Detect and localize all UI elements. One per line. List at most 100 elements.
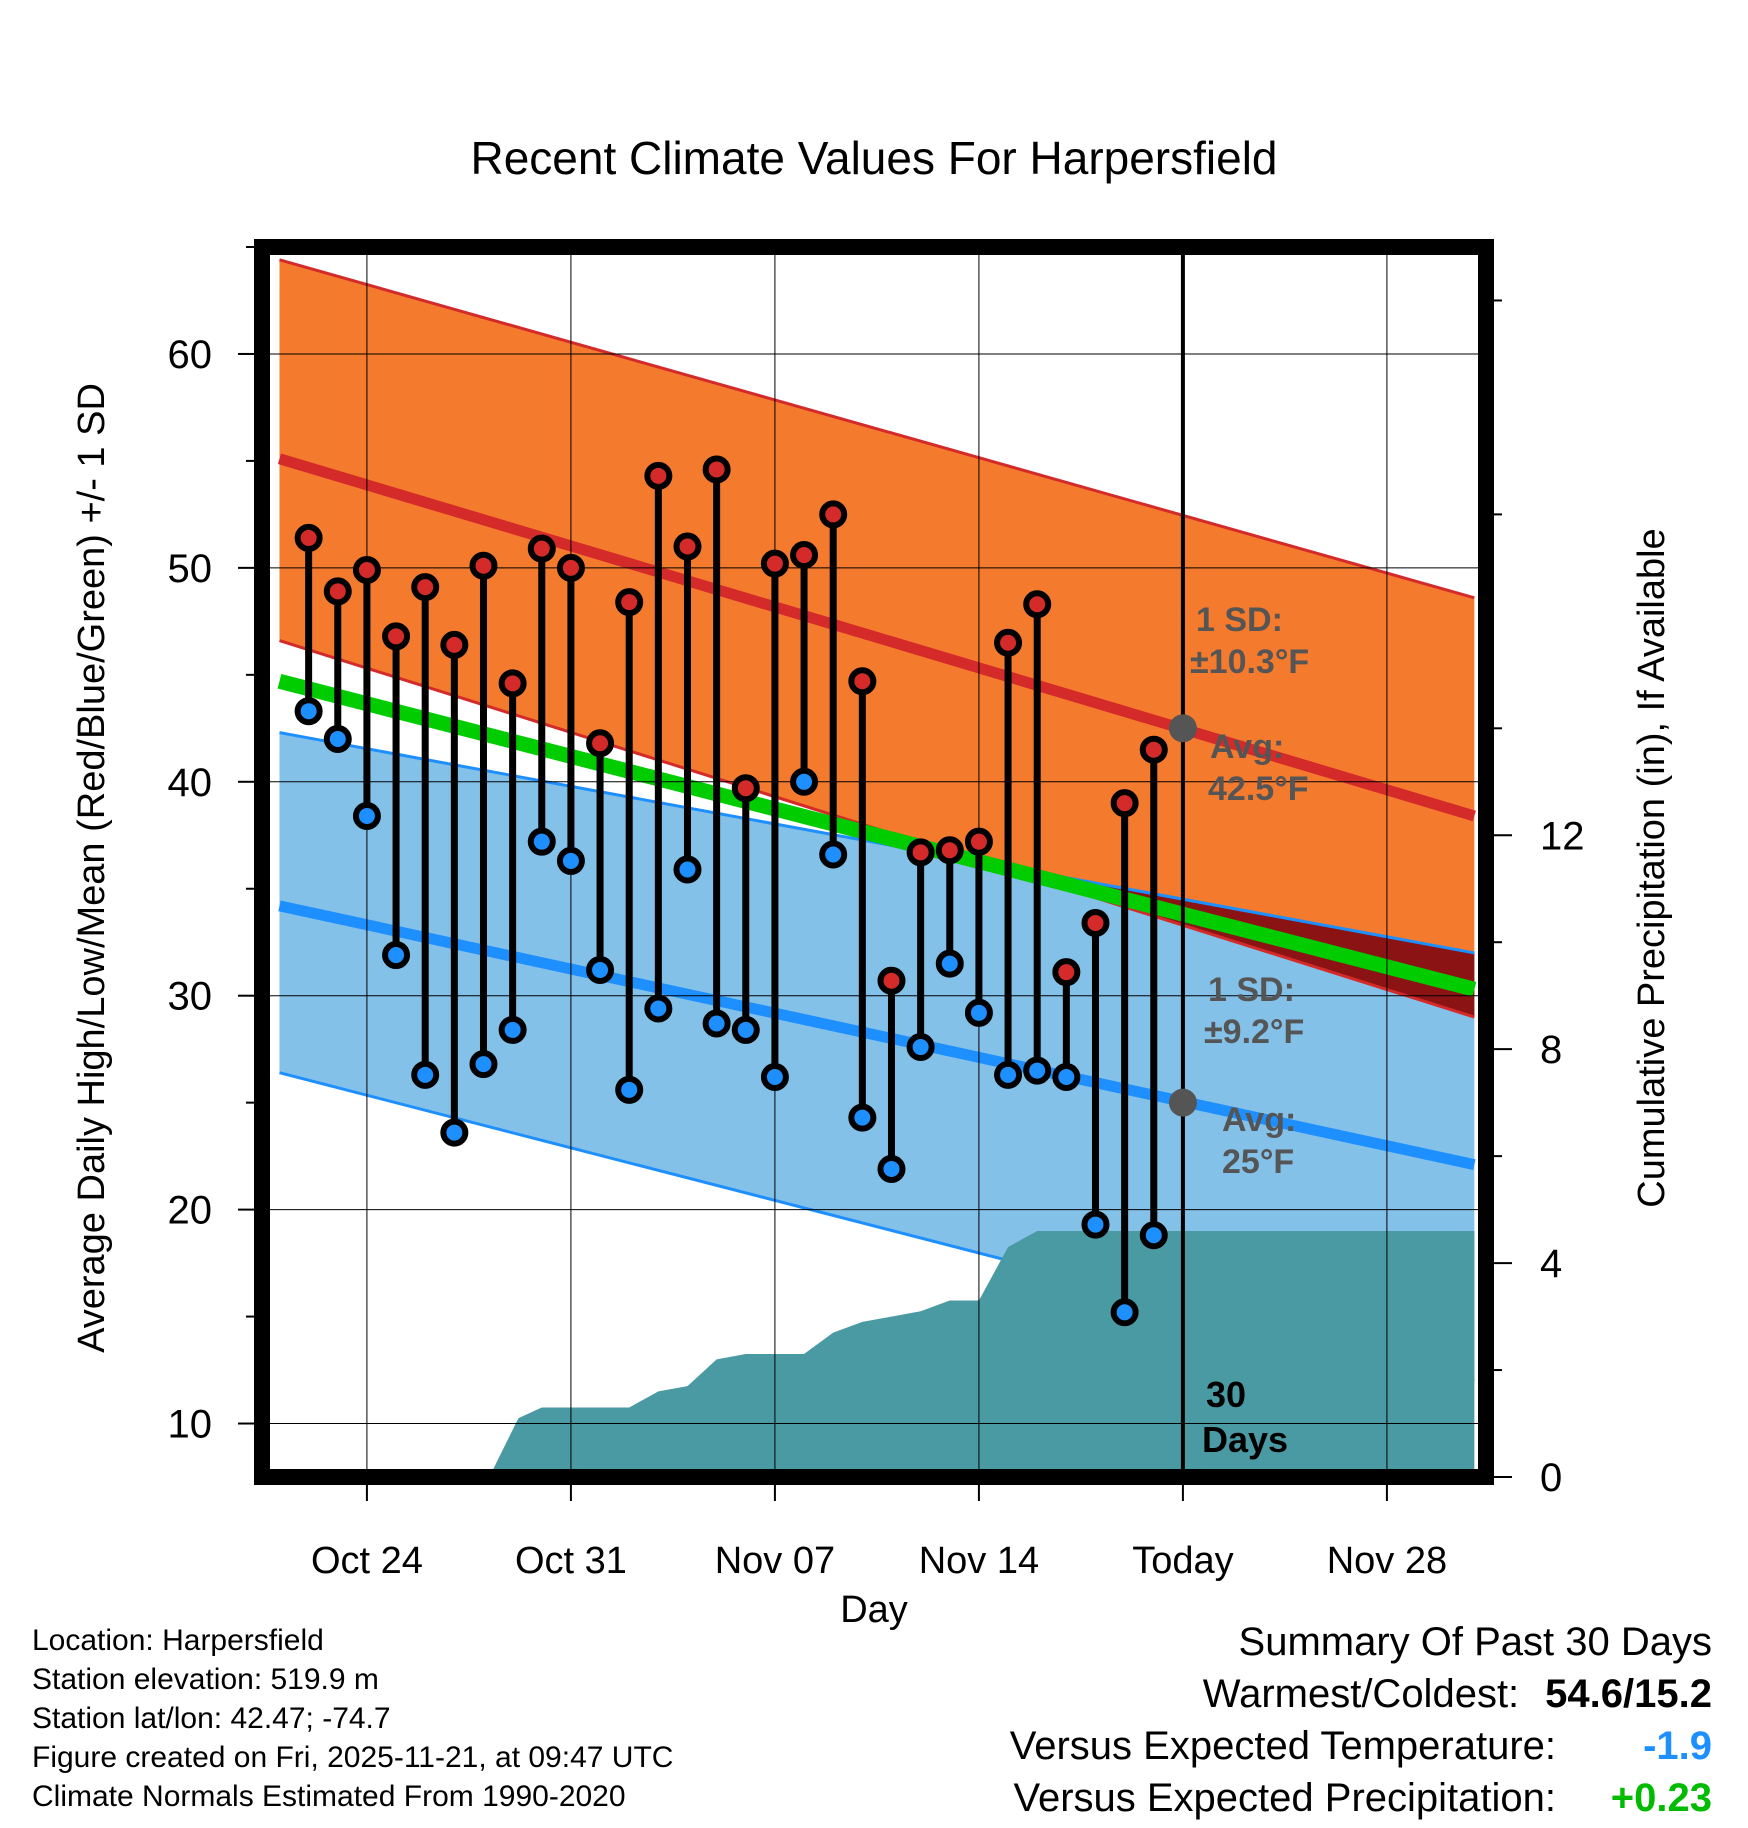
daily-high-point [440, 630, 469, 659]
daily-high-point [935, 836, 964, 865]
y2-tick-label: 0 [1540, 1456, 1562, 1500]
period-unit: Days [1202, 1419, 1288, 1460]
daily-high-point [1081, 908, 1110, 937]
daily-high-point [760, 549, 789, 578]
low-avg-value: 25°F [1222, 1143, 1294, 1181]
summary-precip-label: Versus Expected Precipitation: [1013, 1776, 1556, 1820]
daily-low-point [469, 1050, 498, 1079]
daily-low-point [906, 1033, 935, 1062]
daily-high-point [586, 729, 615, 758]
info-latlon: Station lat/lon: 42.47; -74.7 [32, 1702, 391, 1735]
daily-low-point [644, 994, 673, 1023]
y2-axis-label: Cumulative Precipitation (in), If Availa… [1631, 528, 1673, 1207]
daily-high-point [498, 669, 527, 698]
daily-low-point [819, 840, 848, 869]
daily-low-point [760, 1062, 789, 1091]
daily-low-point [1023, 1056, 1052, 1085]
daily-low-point [935, 949, 964, 978]
x-tick-label: Nov 07 [715, 1540, 835, 1582]
summary-temp-label: Versus Expected Temperature: [1009, 1724, 1556, 1768]
daily-high-point [1052, 958, 1081, 987]
low-sd-band [279, 732, 1475, 1381]
daily-high-point [644, 461, 673, 490]
y-axis-label: Average Daily High/Low/Mean (Red/Blue/Gr… [71, 383, 113, 1353]
daily-low-point [323, 725, 352, 753]
y-tick-label: 50 [168, 547, 213, 591]
daily-low-point [556, 846, 585, 875]
x-tick-label: Oct 24 [311, 1540, 423, 1582]
daily-high-point [731, 774, 760, 803]
daily-high-point [556, 553, 585, 582]
low-sd-label: 1 SD: [1208, 971, 1295, 1009]
y-tick-label: 10 [168, 1403, 213, 1447]
daily-high-point [1139, 735, 1168, 764]
chart-title: Recent Climate Values For Harpersfield [470, 132, 1277, 184]
daily-low-point [848, 1103, 877, 1132]
daily-high-point [323, 577, 352, 606]
summary-warm-cold-label: Warmest/Coldest: [1202, 1672, 1520, 1716]
daily-low-point [352, 802, 381, 831]
high-sd-value: ±10.3°F [1190, 643, 1309, 681]
daily-high-point [1023, 590, 1052, 619]
summary-warm-cold: Warmest/Coldest: 54.6/15.2 [1203, 1672, 1712, 1717]
daily-low-point [498, 1015, 527, 1044]
info-elevation: Station elevation: 519.9 m [32, 1663, 379, 1696]
y-tick-label: 40 [168, 761, 213, 805]
daily-low-point [1139, 1221, 1168, 1250]
daily-low-point [994, 1060, 1023, 1089]
daily-high-point [1110, 789, 1139, 818]
high-avg-line [277, 453, 1476, 822]
y-tick-label: 20 [168, 1189, 213, 1233]
high-avg-label: Avg: [1210, 728, 1284, 766]
summary-temp: Versus Expected Temperature: -1.9 [1010, 1724, 1712, 1769]
daily-low-point [702, 1009, 731, 1038]
today-high-avg-dot [1168, 714, 1197, 743]
info-created: Figure created on Fri, 2025-11-21, at 09… [32, 1741, 674, 1774]
high-sd-label: 1 SD: [1196, 601, 1283, 639]
summary-title: Summary Of Past 30 Days [1238, 1620, 1712, 1664]
low-avg-line [278, 900, 1476, 1171]
daily-high-point [294, 523, 323, 552]
y-tick-label: 60 [168, 333, 213, 377]
low-avg-label: Avg: [1222, 1101, 1296, 1139]
daily-high-point [848, 667, 877, 696]
daily-high-point [994, 628, 1023, 657]
daily-low-point [1110, 1298, 1139, 1327]
daily-low-point [964, 998, 993, 1027]
daily-high-point [615, 588, 644, 617]
x-tick-label: Nov 14 [919, 1540, 1039, 1582]
daily-low-point [440, 1118, 469, 1147]
y2-tick-label: 12 [1540, 814, 1585, 858]
y-tick-label: 30 [168, 975, 213, 1019]
daily-low-point [586, 956, 615, 985]
x-axis-label: Day [840, 1589, 908, 1631]
daily-high-point [411, 573, 440, 602]
daily-high-point [790, 541, 819, 570]
daily-high-point [964, 827, 993, 856]
daily-low-point [1052, 1062, 1081, 1091]
y2-tick-label: 8 [1540, 1028, 1562, 1072]
low-sd-value: ±9.2°F [1204, 1013, 1304, 1051]
high-avg-value: 42.5°F [1208, 770, 1309, 808]
daily-high-point [906, 838, 935, 867]
daily-low-point [673, 855, 702, 884]
x-tick-label: Today [1132, 1540, 1233, 1582]
daily-low-point [527, 827, 556, 856]
summary-temp-value: -1.9 [1643, 1724, 1712, 1768]
daily-low-point [615, 1075, 644, 1104]
daily-high-point [352, 556, 381, 585]
daily-high-point [673, 532, 702, 561]
daily-high-point [527, 534, 556, 563]
y2-tick-label: 4 [1540, 1242, 1562, 1286]
daily-low-point [294, 697, 323, 726]
today-low-avg-dot [1168, 1088, 1197, 1117]
high-upper-sd-line [279, 258, 1475, 600]
daily-high-point [469, 551, 498, 580]
x-tick-label: Nov 28 [1327, 1540, 1447, 1582]
info-location: Location: Harpersfield [32, 1624, 324, 1657]
daily-low-point [1081, 1210, 1110, 1239]
info-normals: Climate Normals Estimated From 1990-2020 [32, 1780, 626, 1813]
summary-precip: Versus Expected Precipitation: +0.23 [1013, 1776, 1712, 1821]
daily-low-point [731, 1015, 760, 1044]
